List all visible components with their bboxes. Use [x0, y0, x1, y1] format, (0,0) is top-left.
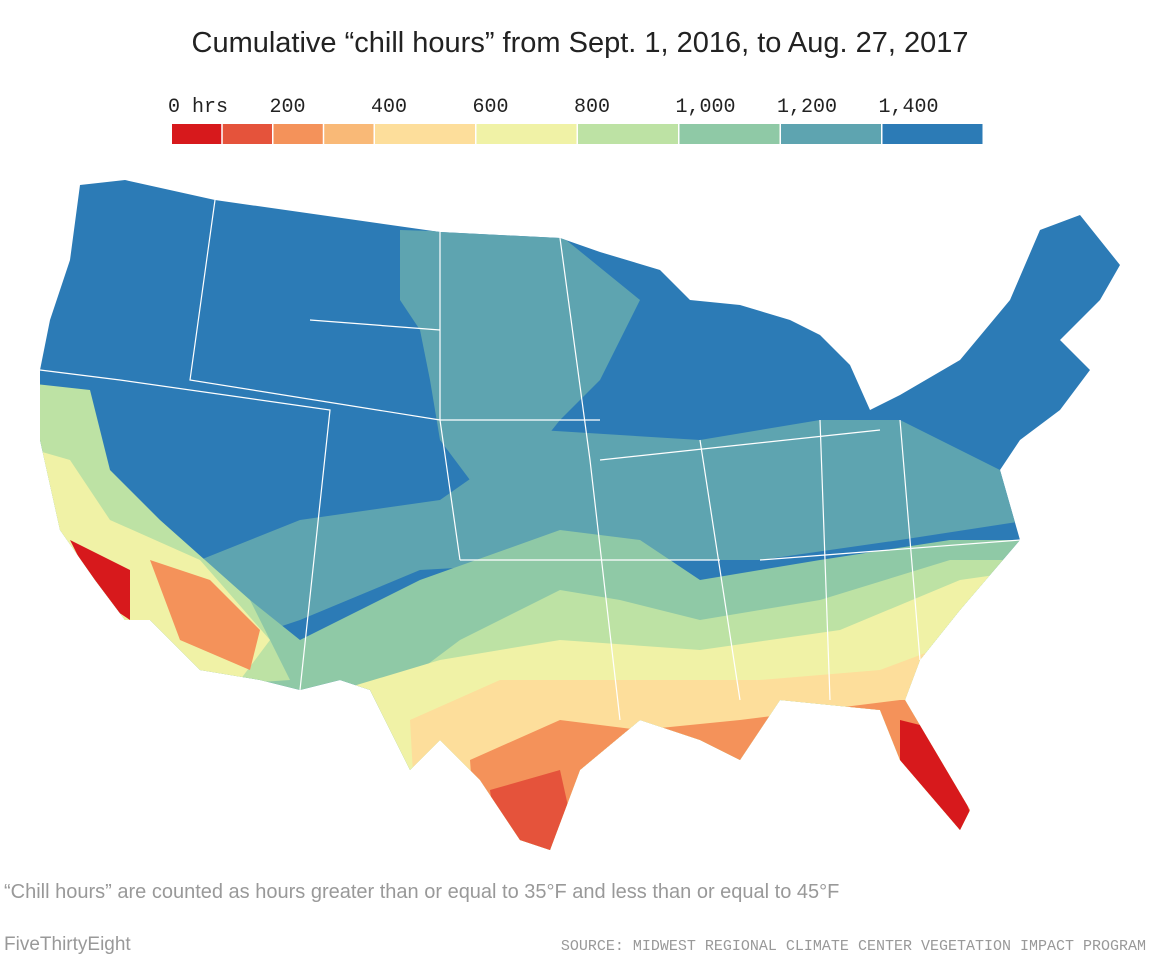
legend-swatch	[222, 124, 272, 144]
map	[40, 180, 1120, 850]
legend-swatch	[882, 124, 983, 144]
legend-tick-label: 400	[371, 96, 407, 119]
region-200	[150, 560, 260, 670]
legend-swatch	[476, 124, 577, 144]
legend-tick-label: 0 hrs	[168, 96, 228, 119]
region-0	[900, 720, 980, 840]
legend-swatch	[172, 124, 222, 144]
title: Cumulative “chill hours” from Sept. 1, 2…	[192, 27, 969, 59]
legend-swatch	[273, 124, 323, 144]
legend-tick-label: 200	[270, 96, 306, 119]
legend-tick-label: 1,000	[676, 96, 736, 119]
credit: FiveThirtyEight	[4, 934, 131, 955]
legend-tick-label: 1,400	[879, 96, 939, 119]
region-1200	[400, 230, 640, 480]
state-borders	[39, 199, 1021, 721]
legend-swatch	[679, 124, 780, 144]
region-0	[70, 540, 130, 620]
legend-swatch	[578, 124, 678, 144]
source: SOURCE: MIDWEST REGIONAL CLIMATE CENTER …	[561, 938, 1146, 955]
legend-swatch	[781, 124, 881, 144]
legend-tick-label: 800	[574, 96, 610, 119]
legend-swatch	[375, 124, 475, 144]
legend-tick-label: 600	[473, 96, 509, 119]
legend-tick-label: 1,200	[777, 96, 837, 119]
footnote: “Chill hours” are counted as hours great…	[4, 881, 839, 903]
legend-swatch	[324, 124, 374, 144]
legend: 0 hrs 200 400 600 800 1,000 1,200 1,400	[168, 96, 983, 144]
